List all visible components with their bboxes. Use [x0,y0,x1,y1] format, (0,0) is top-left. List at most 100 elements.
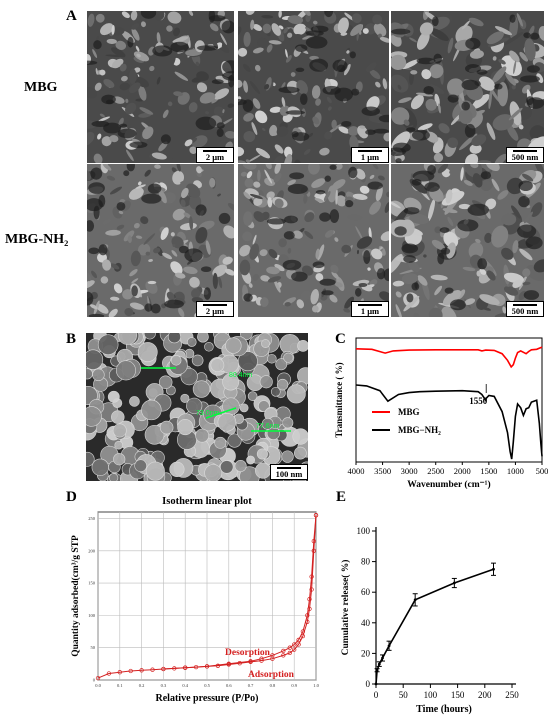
sem-particle [183,212,191,219]
sem-particle [283,27,288,34]
sem-particle [492,56,497,61]
nanoparticle [107,390,120,403]
sem-pore [208,11,216,23]
sem-particle [323,191,331,202]
sem-particle [254,64,261,72]
sem-particle [87,131,95,146]
data-point [292,647,297,652]
sem-particle [274,198,284,208]
scale-bar: 2 μm [196,147,234,163]
sem-particle [522,281,531,286]
sem-particle [212,272,218,289]
sem-particle [303,148,311,155]
sem-particle [227,103,234,108]
sem-particle [359,125,366,129]
sem-particle [118,117,124,127]
data-point [139,668,144,673]
sem-particle [135,184,146,189]
scale-bar: 1 μm [351,147,389,163]
sem-particle [329,294,338,303]
sem-particle [331,179,346,190]
scale-bar-label: 2 μm [205,306,225,316]
sem-particle [264,177,276,187]
sem-pore [299,93,308,105]
nanoparticle [129,396,140,407]
sem-pore [351,88,360,96]
sem-particle [130,250,141,267]
x-axis-label: Wavenumber (cm⁻¹) [407,479,490,490]
sem-particle [209,23,219,32]
y-tick-label: 100 [357,526,371,536]
sem-particle [402,59,419,70]
sem-pore [367,181,383,190]
nanoparticle [91,458,109,476]
sem-pore [295,44,308,52]
sem-pore [358,282,368,287]
sem-particle [158,189,167,204]
sem-particle [351,13,362,24]
sem-particle [135,235,143,239]
sem-image-b: 80.4nm 73.0nm 77.6nm 100 nm [86,333,308,481]
sem-particle [101,136,112,147]
sem-particle [463,179,473,186]
sem-image-a-r2-c3: 500 nm [391,164,544,317]
sem-pore [164,299,184,309]
y-tick-label: 50 [91,645,96,650]
sem-particle [171,250,178,257]
sem-particle [410,70,418,75]
sem-particle [111,24,115,35]
sem-pore [218,212,231,224]
sem-particle [178,307,185,317]
sem-particle [524,211,533,224]
x-tick-label: 0 [374,690,379,700]
sem-particle [153,247,161,254]
data-point [374,682,378,686]
nanoparticle [191,354,204,367]
sem-particle [205,111,210,115]
sem-pore [476,69,488,75]
nanoparticle [97,334,119,355]
sem-pore [465,37,481,50]
scale-bar-label: 1 μm [360,306,380,316]
sem-particle [172,243,176,247]
sem-pore [464,123,476,138]
sem-particle [287,15,304,25]
data-point [270,653,275,658]
nanoparticle [169,461,185,477]
sem-pore [520,75,540,83]
data-point [281,648,286,654]
panel-label-b: B [66,331,77,347]
y-tick-label: 0 [366,679,371,689]
sem-particle [176,164,181,172]
sem-particle [252,47,264,54]
scale-bar-line [203,150,227,152]
data-point [292,642,297,647]
sem-image-a-r1-c2: 1 μm [238,11,389,163]
sem-particle [524,38,536,61]
sem-particle [243,112,254,122]
sem-pore [391,147,406,157]
sem-particle [518,273,528,290]
sem-particle [274,144,284,154]
nanoparticle [282,417,294,429]
nanoparticle [261,339,270,348]
sem-particle [442,289,462,306]
panel-label-a: A [66,8,77,24]
y-tick-label: 80 [361,557,371,567]
sem-particle [149,65,155,72]
sem-particle [441,306,457,317]
sem-particle [335,164,343,170]
series-line-adsorption [97,515,317,679]
sem-particle [222,109,225,114]
sem-particle [378,175,385,181]
sem-particle [315,273,324,282]
sem-particle [401,273,419,285]
sem-particle [324,229,334,238]
sem-particle [266,266,280,275]
sem-particle [431,239,445,251]
nanoparticle [204,464,223,481]
sem-particle [139,107,154,115]
sem-particle [485,198,497,210]
sem-image-a-r2-c2: 1 μm [238,164,389,317]
sem-pore [395,158,402,163]
